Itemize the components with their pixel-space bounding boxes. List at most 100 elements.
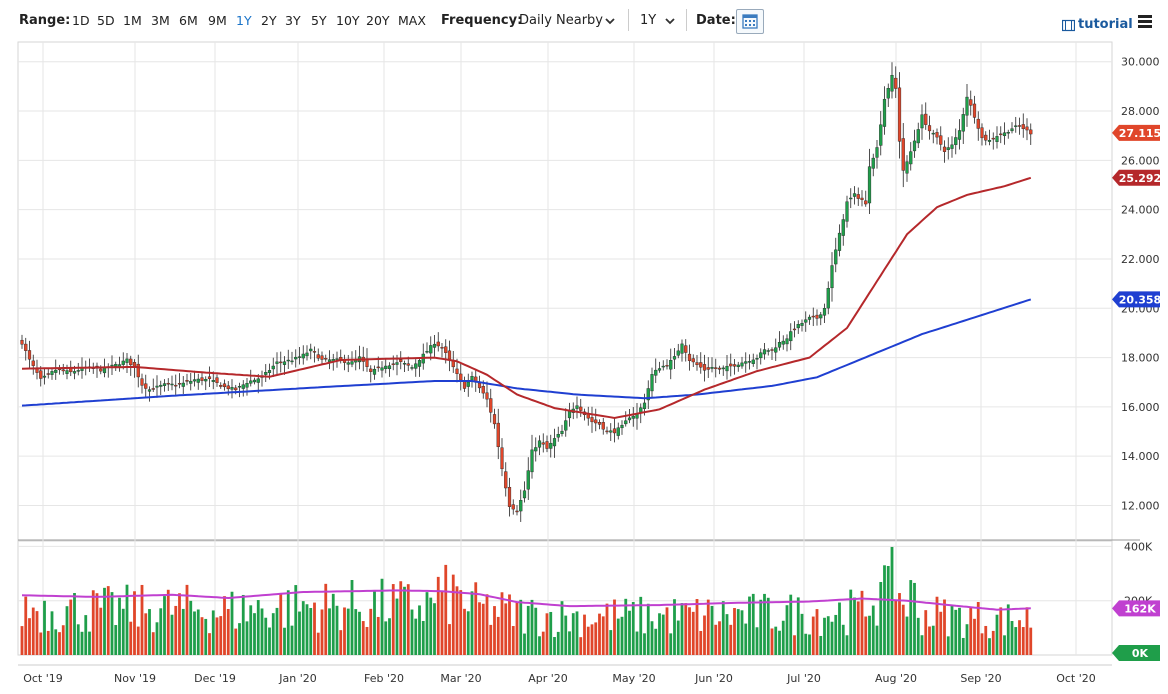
candle [549, 442, 553, 449]
moving-averages [21, 176, 1032, 611]
volume-bar [1010, 621, 1014, 655]
volume-bar [913, 582, 916, 655]
candle [852, 193, 857, 197]
candle [1021, 124, 1025, 130]
volume-bar [680, 603, 684, 655]
candle [234, 387, 238, 391]
volume-average-line [21, 589, 1031, 611]
volume-bar [849, 589, 853, 655]
candle [65, 370, 69, 374]
volume-bar [763, 593, 766, 655]
volume-bar [1006, 604, 1010, 655]
frequency-dropdown[interactable]: Daily Nearby [519, 13, 604, 28]
volume-bar [58, 632, 61, 655]
price-tick-label: 30.000 [1121, 56, 1160, 69]
price-tick-label: 18.000 [1121, 352, 1160, 365]
tutorial-link[interactable]: tutorial [1078, 17, 1133, 32]
candle [564, 420, 568, 431]
candle [1017, 125, 1022, 127]
candle [312, 351, 317, 353]
candle [939, 135, 943, 145]
range-20y[interactable]: 20Y [366, 13, 390, 28]
volume-bar [223, 596, 226, 655]
volume-bar [991, 630, 995, 655]
candle [556, 434, 560, 438]
range-1m[interactable]: 1M [123, 13, 142, 28]
volume-bar [871, 605, 875, 655]
price-tag-text: 27.115 [1119, 127, 1161, 140]
volume-zero-tag-text: 0K [1132, 647, 1149, 660]
candle [680, 343, 684, 354]
volume-bar [294, 585, 298, 655]
volume-bar [530, 599, 534, 655]
volume-bar [920, 635, 924, 655]
volume-bar [43, 600, 46, 655]
volume-bar [106, 586, 110, 655]
candle [151, 388, 155, 390]
volume-bar [590, 624, 594, 655]
date-picker-button[interactable] [736, 9, 764, 34]
range-max[interactable]: MAX [398, 13, 426, 28]
candle [241, 384, 245, 389]
range-1y[interactable]: 1Y [236, 13, 252, 28]
volume-bar [838, 602, 841, 655]
volume-bar [151, 632, 155, 655]
range-2y[interactable]: 2Y [261, 13, 277, 28]
candle [511, 504, 515, 510]
range-3m[interactable]: 3M [151, 13, 170, 28]
period-dropdown[interactable]: 1Y [640, 13, 657, 28]
candle [42, 375, 47, 378]
volume-bar [811, 616, 815, 655]
volume-bar [740, 610, 744, 655]
candle [1029, 129, 1033, 135]
volume-bar [665, 607, 669, 655]
range-5y[interactable]: 5Y [311, 13, 327, 28]
candle [642, 402, 647, 409]
volume-bar [744, 623, 748, 655]
candle [946, 147, 950, 150]
candle [286, 359, 290, 362]
volume-bar [853, 597, 856, 655]
candle [177, 383, 182, 385]
volume-bar [916, 617, 920, 655]
volume-bar [226, 608, 230, 655]
candle [815, 314, 819, 319]
film-icon[interactable] [1062, 19, 1075, 32]
candle [886, 88, 890, 99]
chevron-down-icon[interactable] [665, 16, 675, 26]
volume-bar [605, 603, 609, 655]
range-10y[interactable]: 10Y [336, 13, 360, 28]
candle [211, 380, 215, 382]
volume-bar [316, 632, 320, 655]
candle [1006, 132, 1010, 134]
chevron-down-icon[interactable] [605, 16, 615, 26]
candle [1025, 126, 1029, 131]
candle [256, 378, 260, 383]
candle [196, 378, 200, 383]
candle [999, 133, 1003, 136]
range-9m[interactable]: 9M [208, 13, 227, 28]
range-6m[interactable]: 6M [179, 13, 198, 28]
candle [470, 376, 474, 381]
range-1d[interactable]: 1D [72, 13, 90, 28]
candle [931, 132, 935, 135]
volume-bar [343, 607, 346, 655]
volume-bar [673, 599, 676, 655]
volume-bar [376, 616, 380, 655]
candle [575, 405, 579, 409]
volume-bar [886, 565, 890, 655]
candle [200, 377, 204, 381]
candle [879, 124, 883, 146]
volume-bar [755, 627, 759, 655]
menu-icon[interactable] [1138, 15, 1152, 29]
candle [477, 382, 482, 389]
volume-bar [144, 613, 148, 655]
range-5d[interactable]: 5D [97, 13, 115, 28]
candle [350, 361, 354, 365]
volume-bar [710, 605, 714, 655]
volume-bar [358, 611, 361, 655]
volume-bar [433, 603, 436, 655]
volume-bar [399, 581, 403, 655]
range-3y[interactable]: 3Y [285, 13, 301, 28]
